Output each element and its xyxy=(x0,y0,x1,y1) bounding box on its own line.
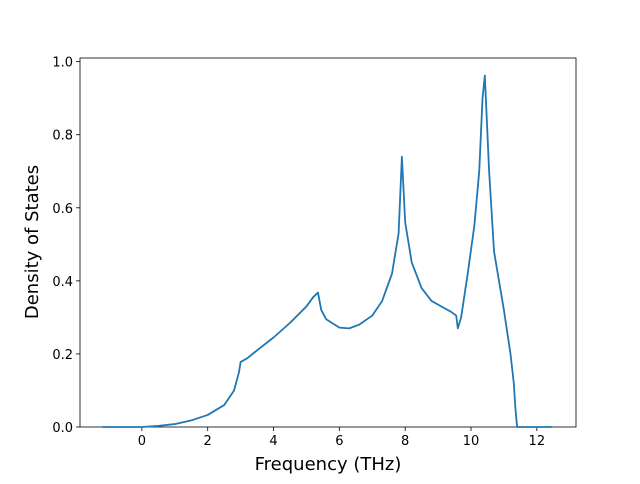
y-tick-label: 1.0 xyxy=(52,56,73,71)
x-tick-label: 8 xyxy=(401,434,409,449)
y-axis-label: Density of States xyxy=(22,165,43,319)
x-tick-label: 10 xyxy=(463,434,480,449)
plot-frame xyxy=(79,57,577,428)
y-tick-label: 0.2 xyxy=(52,348,73,363)
x-tick-label: 12 xyxy=(529,434,546,449)
y-tick-label: 0.8 xyxy=(52,129,73,144)
x-tick-label: 6 xyxy=(335,434,343,449)
x-tick-label: 2 xyxy=(204,434,212,449)
y-tick-label: 0.4 xyxy=(52,275,73,290)
x-tick-label: 0 xyxy=(138,434,146,449)
y-tick-label: 0.6 xyxy=(52,202,73,217)
x-axis-label: Frequency (THz) xyxy=(255,454,402,475)
y-tick-label: 0.0 xyxy=(52,421,73,436)
x-tick-label: 4 xyxy=(269,434,277,449)
data-line xyxy=(102,74,552,428)
